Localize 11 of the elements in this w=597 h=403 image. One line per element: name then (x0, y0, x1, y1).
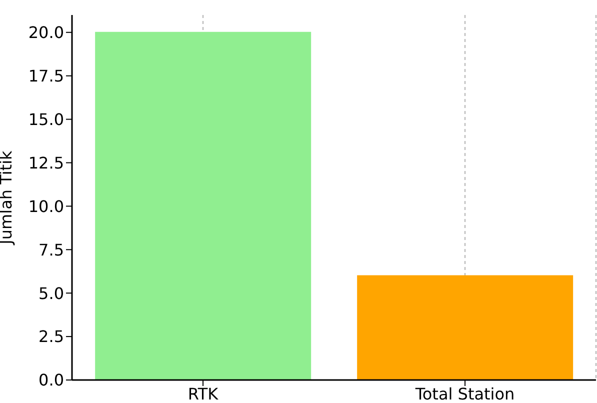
y-tick-label: 7.5 (38, 240, 64, 260)
y-tick-label: 10.0 (28, 196, 64, 216)
y-tick-label: 0.0 (38, 370, 64, 390)
y-tick-label: 15.0 (28, 110, 64, 129)
y-tick-label: 17.5 (28, 66, 64, 86)
x-tick-label: RTK (188, 384, 219, 403)
x-tick-label: Total Station (414, 384, 515, 403)
y-tick-label: 12.5 (28, 153, 64, 172)
y-tick-label: 5.0 (38, 284, 64, 303)
y-tick-label: 2.5 (38, 327, 64, 346)
y-tick-label: 20.0 (28, 23, 64, 42)
